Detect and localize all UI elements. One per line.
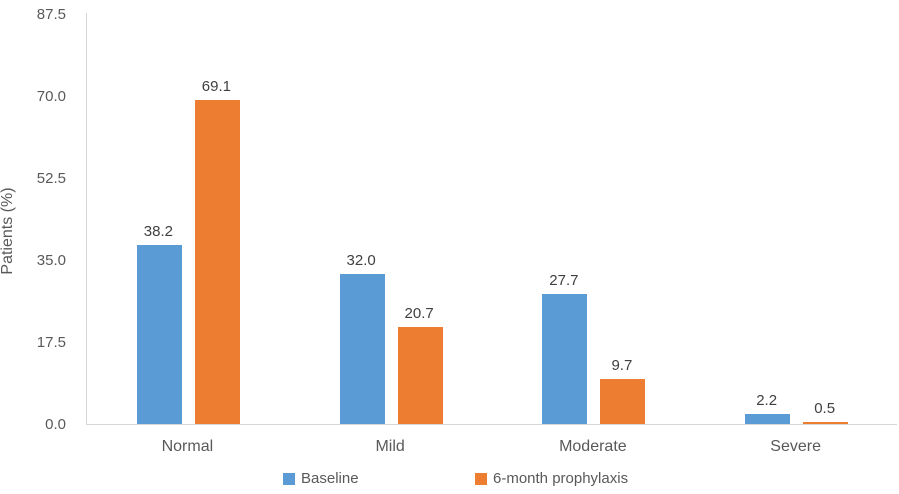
legend-swatch-prophylaxis <box>475 472 487 485</box>
data-label: 69.1 <box>201 78 231 96</box>
legend-swatch-baseline <box>283 472 295 485</box>
y-tick-label: 87.5 <box>36 6 66 23</box>
bar-6-month-prophylaxis-normal <box>194 100 240 424</box>
y-tick-label: 17.5 <box>36 334 66 351</box>
data-label: 20.7 <box>404 305 434 322</box>
bar-6-month-prophylaxis-severe <box>803 421 849 424</box>
plot-area <box>86 13 897 425</box>
bar-baseline-severe <box>745 413 791 424</box>
y-tick-label: 52.5 <box>36 170 66 187</box>
x-tick-label: Severe <box>770 438 821 455</box>
bar-6-month-prophylaxis-moderate <box>600 378 646 424</box>
x-tick-label: Moderate <box>559 438 627 455</box>
y-tick-label: 35.0 <box>36 252 66 269</box>
data-label: 0.5 <box>814 399 836 417</box>
legend: Baseline 6-month prophylaxis <box>0 470 899 492</box>
data-label: 2.2 <box>756 391 778 409</box>
bar-baseline-mild <box>339 274 385 424</box>
y-tick-label: 70.0 <box>36 88 66 105</box>
x-tick-label: Mild <box>375 438 405 455</box>
data-label: 9.7 <box>611 356 633 374</box>
data-label: 27.7 <box>549 272 579 290</box>
y-tick-label: 0.0 <box>45 416 66 433</box>
bar-baseline-normal <box>136 245 182 424</box>
x-tick-label: Normal <box>161 438 214 455</box>
legend-label-baseline: Baseline <box>301 470 359 487</box>
legend-item-baseline: Baseline <box>283 470 359 487</box>
legend-item-prophylaxis: 6-month prophylaxis <box>475 470 628 487</box>
bar-baseline-moderate <box>542 294 588 424</box>
data-label: 38.2 <box>143 223 173 240</box>
data-label: 32.0 <box>346 252 376 270</box>
legend-label-prophylaxis: 6-month prophylaxis <box>493 470 629 487</box>
bar-6-month-prophylaxis-mild <box>397 327 443 424</box>
